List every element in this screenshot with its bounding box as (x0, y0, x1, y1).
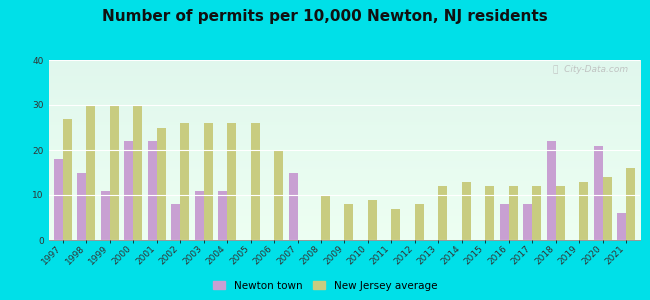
Bar (462, 182, 471, 240)
Bar (218, 190, 227, 240)
Bar (195, 190, 203, 240)
Bar (556, 186, 565, 240)
Bar (171, 204, 180, 240)
Bar (203, 123, 213, 240)
Bar (180, 123, 189, 240)
Text: ⓘ  City-Data.com: ⓘ City-Data.com (553, 65, 629, 74)
Bar (133, 105, 142, 240)
Bar (415, 204, 424, 240)
Bar (274, 150, 283, 240)
Bar (321, 195, 330, 240)
Bar (547, 141, 556, 240)
Bar (344, 204, 354, 240)
Bar (124, 141, 133, 240)
Bar (626, 168, 635, 240)
Text: Number of permits per 10,000 Newton, NJ residents: Number of permits per 10,000 Newton, NJ … (102, 9, 548, 24)
Bar (289, 172, 298, 240)
Legend: Newton town, New Jersey average: Newton town, New Jersey average (209, 277, 441, 295)
Bar (509, 186, 517, 240)
Bar (438, 186, 447, 240)
Bar (77, 172, 86, 240)
Bar (579, 182, 588, 240)
Bar (101, 190, 110, 240)
Bar (532, 186, 541, 240)
Bar (110, 105, 119, 240)
Bar (523, 204, 532, 240)
Bar (251, 123, 259, 240)
Bar (391, 208, 400, 240)
Bar (486, 186, 494, 240)
Bar (594, 146, 603, 240)
Bar (54, 159, 63, 240)
Bar (157, 128, 166, 240)
Bar (148, 141, 157, 240)
Bar (603, 177, 612, 240)
Bar (86, 105, 95, 240)
Bar (227, 123, 236, 240)
Bar (618, 213, 626, 240)
Bar (500, 204, 509, 240)
Bar (368, 200, 377, 240)
Bar (63, 118, 72, 240)
